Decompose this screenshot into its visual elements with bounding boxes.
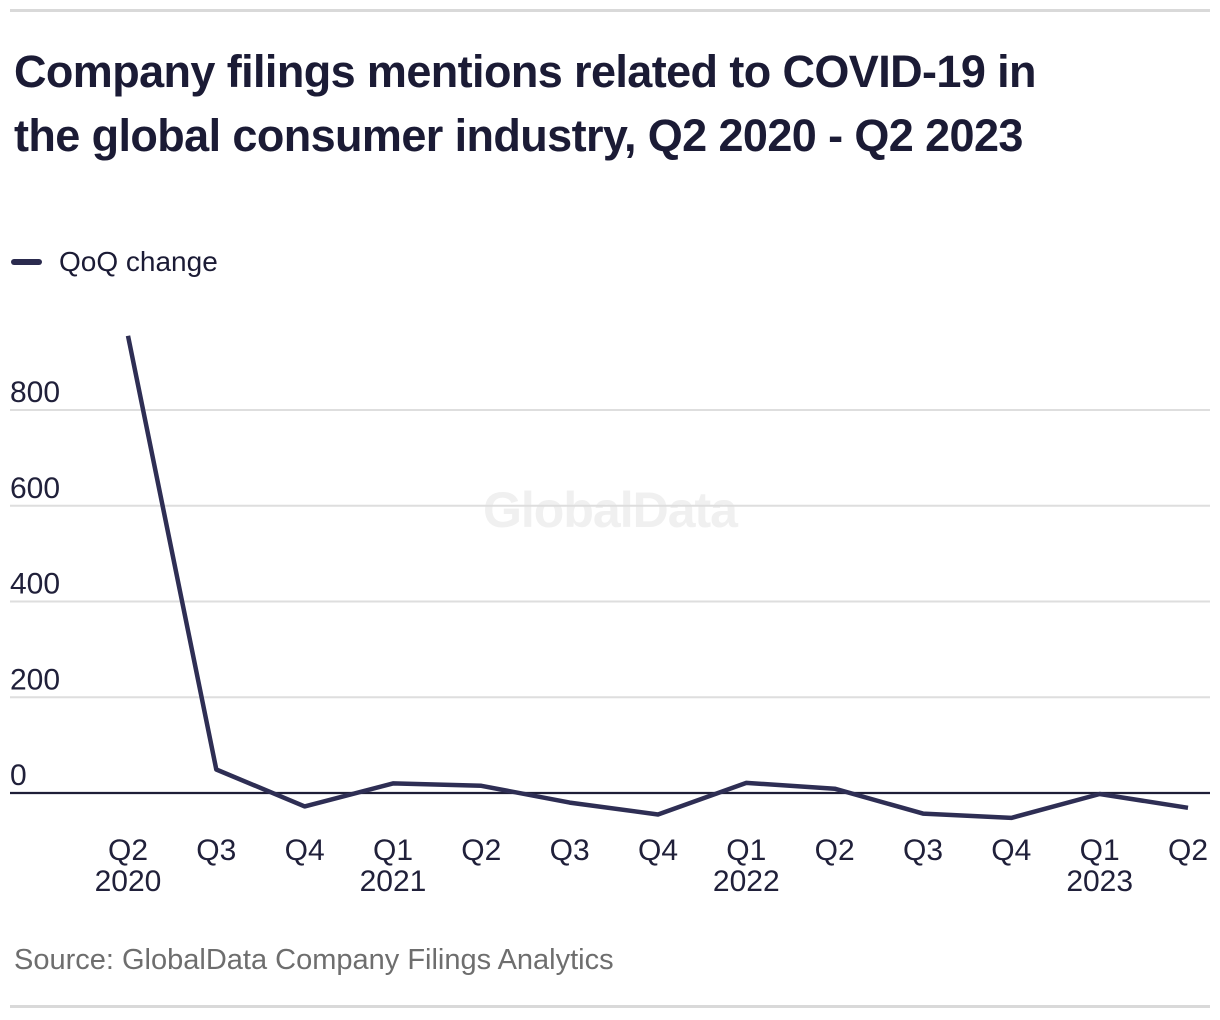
x-tick-label: Q4 <box>991 834 1031 867</box>
chart-title-line-1: Company filings mentions related to COVI… <box>14 46 1037 97</box>
bottom-divider <box>10 1005 1210 1008</box>
qoq-change-line <box>125 335 1189 821</box>
x-tick-label: Q1 <box>373 834 413 867</box>
source-caption: Source: GlobalData Company Filings Analy… <box>14 944 614 976</box>
x-tick-label: Q3 <box>196 834 236 867</box>
chart-title: Company filings mentions related to COVI… <box>14 40 1194 168</box>
x-year-label: 2020 <box>95 865 162 898</box>
x-tick-label: Q2 <box>461 834 501 867</box>
x-tick-label: Q1 <box>726 834 766 867</box>
x-tick-label: Q2 <box>815 834 855 867</box>
legend-label: QoQ change <box>59 246 218 277</box>
y-tick-label: 400 <box>10 568 60 601</box>
x-tick-label: Q4 <box>638 834 678 867</box>
legend: QoQ change <box>11 246 218 278</box>
top-divider <box>10 9 1210 12</box>
y-tick-label: 800 <box>10 376 60 409</box>
x-year-label: 2023 <box>1066 865 1133 898</box>
y-tick-label: 0 <box>10 759 27 792</box>
x-tick-label: Q3 <box>903 834 943 867</box>
x-year-label: 2022 <box>713 865 780 898</box>
y-tick-label: 200 <box>10 663 60 696</box>
x-tick-label: Q2 <box>1168 834 1208 867</box>
legend-line-swatch <box>11 259 42 265</box>
x-tick-label: Q2 <box>108 834 148 867</box>
x-year-label: 2021 <box>360 865 427 898</box>
y-tick-label: 600 <box>10 472 60 505</box>
chart-title-line-2: the global consumer industry, Q2 2020 - … <box>14 110 1023 161</box>
watermark: GlobalData <box>483 482 739 538</box>
x-tick-label: Q4 <box>285 834 325 867</box>
x-tick-label: Q3 <box>550 834 590 867</box>
x-tick-label: Q1 <box>1080 834 1120 867</box>
